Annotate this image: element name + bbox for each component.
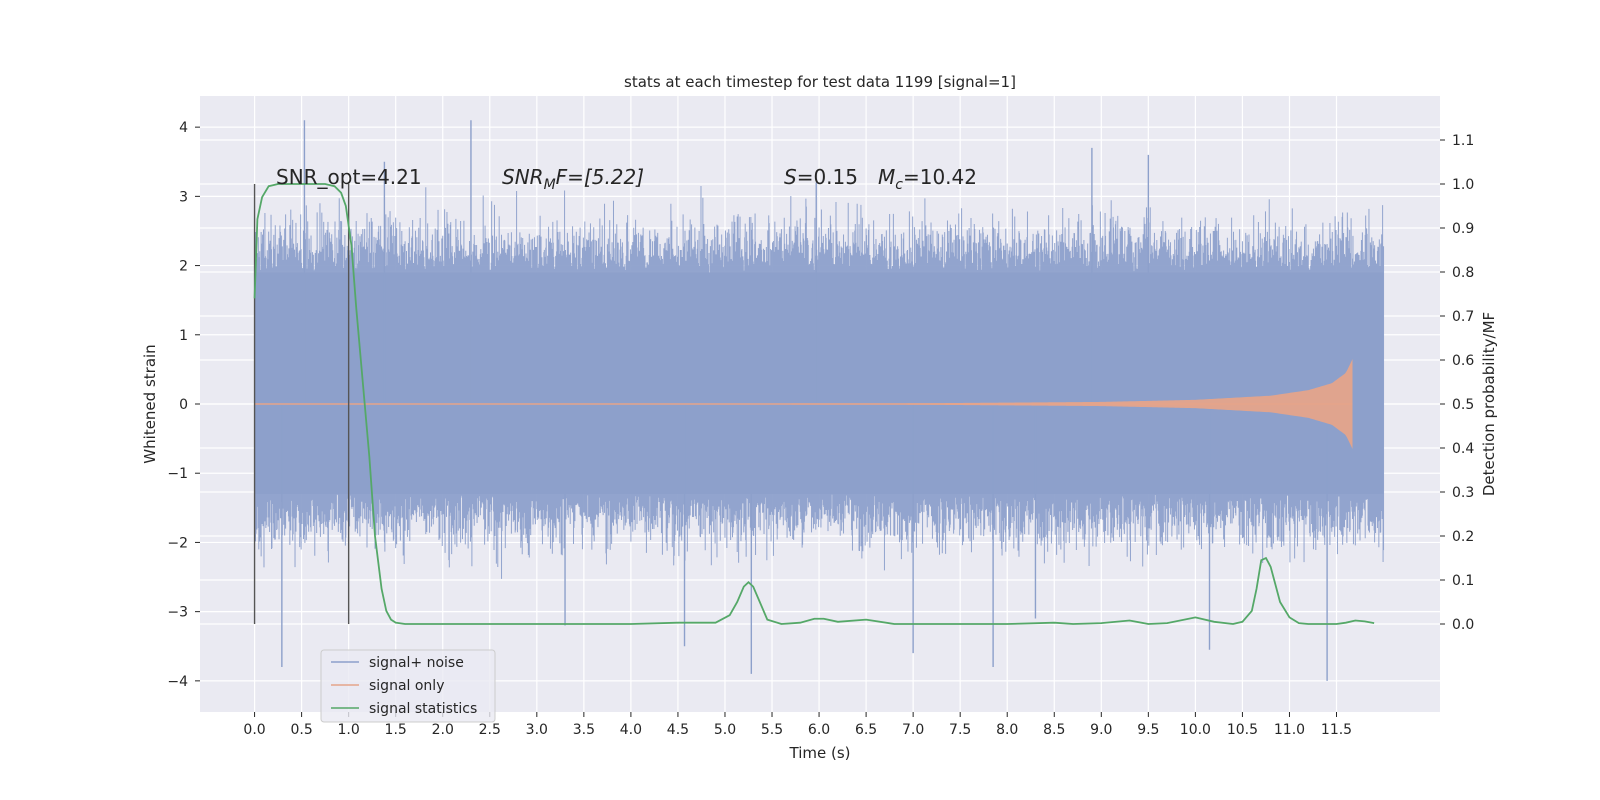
signal-only-series bbox=[254, 359, 1353, 449]
y-tick-label-right: 1.1 bbox=[1452, 133, 1474, 149]
annotation-snr-opt: SNR_opt=4.21 bbox=[276, 165, 422, 189]
x-tick-label: 5.0 bbox=[714, 722, 736, 738]
annotation-snr-mf: SNRMF=[5.22] bbox=[502, 165, 644, 193]
x-tick-label: 0.0 bbox=[243, 722, 265, 738]
y-tick-label-right: 0.4 bbox=[1452, 441, 1474, 457]
y-tick-label-right: 0.3 bbox=[1452, 485, 1474, 501]
signal-noise-core bbox=[254, 272, 1384, 494]
y-tick-label-right: 0.7 bbox=[1452, 309, 1474, 325]
annotation-s: S=0.15 bbox=[784, 165, 858, 189]
legend-label-signal-only: signal only bbox=[369, 678, 444, 694]
x-tick-label: 8.0 bbox=[996, 722, 1018, 738]
y-tick-label-left: 4 bbox=[179, 120, 188, 136]
y-tick-label-left: 3 bbox=[179, 189, 188, 205]
signal-noise-series bbox=[254, 120, 1385, 681]
y-tick-label-right: 0.1 bbox=[1452, 573, 1474, 589]
chart-title: stats at each timestep for test data 119… bbox=[624, 73, 1016, 91]
legend: signal+ noise signal only signal statist… bbox=[320, 649, 496, 723]
y-axis-label-left: Whitened strain bbox=[141, 344, 159, 463]
signal-statistics-line bbox=[253, 183, 1375, 625]
x-tick-label: 10.5 bbox=[1227, 722, 1258, 738]
x-tick-label: 4.5 bbox=[667, 722, 689, 738]
x-tick-label: 6.0 bbox=[808, 722, 830, 738]
window-markers bbox=[253, 184, 350, 624]
y-axis-label-right: Detection probability/MF bbox=[1480, 312, 1498, 496]
x-tick-label: 9.0 bbox=[1090, 722, 1112, 738]
x-tick-label: 7.5 bbox=[949, 722, 971, 738]
x-tick-label: 11.0 bbox=[1274, 722, 1305, 738]
x-tick-label: 10.0 bbox=[1180, 722, 1211, 738]
x-tick-label: 1.0 bbox=[338, 722, 360, 738]
y-tick-label-right: 0.5 bbox=[1452, 397, 1474, 413]
x-tick-label: 3.0 bbox=[526, 722, 548, 738]
x-tick-label: 2.5 bbox=[479, 722, 501, 738]
y-tick-label-left: −1 bbox=[167, 466, 188, 482]
annotation-mc-value: =10.42 bbox=[903, 165, 977, 189]
y-tick-label-left: 1 bbox=[179, 328, 188, 344]
annotation-s-symbol: S bbox=[784, 165, 797, 189]
legend-box bbox=[320, 649, 496, 723]
annotation-mc-subscript: c bbox=[895, 177, 903, 193]
y-tick-label-left: −3 bbox=[167, 605, 188, 621]
y-tick-label-left: −2 bbox=[167, 535, 188, 551]
x-tick-label: 9.5 bbox=[1137, 722, 1159, 738]
annotation-snr-mf-subscript: M bbox=[544, 177, 556, 193]
x-tick-label: 8.5 bbox=[1043, 722, 1065, 738]
y-tick-label-left: 2 bbox=[179, 259, 188, 275]
y-tick-label-right: 0.8 bbox=[1452, 265, 1474, 281]
y-tick-label-right: 0.2 bbox=[1452, 529, 1474, 545]
x-tick-label: 11.5 bbox=[1321, 722, 1352, 738]
legend-label-signal-statistics: signal statistics bbox=[369, 701, 477, 717]
x-tick-label: 1.5 bbox=[385, 722, 407, 738]
legend-label-signal-noise: signal+ noise bbox=[369, 655, 464, 671]
annotation-snr-mf-rest: F=[5.22] bbox=[556, 165, 644, 189]
x-tick-label: 7.0 bbox=[902, 722, 924, 738]
x-tick-label: 3.5 bbox=[573, 722, 595, 738]
x-tick-label: 6.5 bbox=[855, 722, 877, 738]
signal-statistics-series bbox=[253, 183, 1375, 625]
y-tick-label-right: 1.0 bbox=[1452, 177, 1474, 193]
annotation-s-value: =0.15 bbox=[797, 165, 858, 189]
x-tick-label: 2.0 bbox=[432, 722, 454, 738]
x-axis-label: Time (s) bbox=[789, 744, 851, 762]
annotation-mc-symbol: M bbox=[878, 165, 895, 189]
y-tick-label-right: 0.0 bbox=[1452, 617, 1474, 633]
x-tick-label: 0.5 bbox=[290, 722, 312, 738]
y-tick-label-right: 0.9 bbox=[1452, 221, 1474, 237]
x-tick-label: 4.0 bbox=[620, 722, 642, 738]
x-tick-label: 5.5 bbox=[761, 722, 783, 738]
annotation-snr-mf-symbol: SNR bbox=[502, 165, 544, 189]
y-tick-label-right: 0.6 bbox=[1452, 353, 1474, 369]
annotation-mc: Mc=10.42 bbox=[878, 165, 977, 193]
y-tick-label-left: 0 bbox=[179, 397, 188, 413]
axis-ticks: 0.0 0.5 1.0 1.5 2.0 2.5 3.0 3.5 4.0 4.5 5.0 5.5 6.0 6… bbox=[167, 120, 1474, 738]
y-tick-label-left: −4 bbox=[167, 674, 188, 690]
